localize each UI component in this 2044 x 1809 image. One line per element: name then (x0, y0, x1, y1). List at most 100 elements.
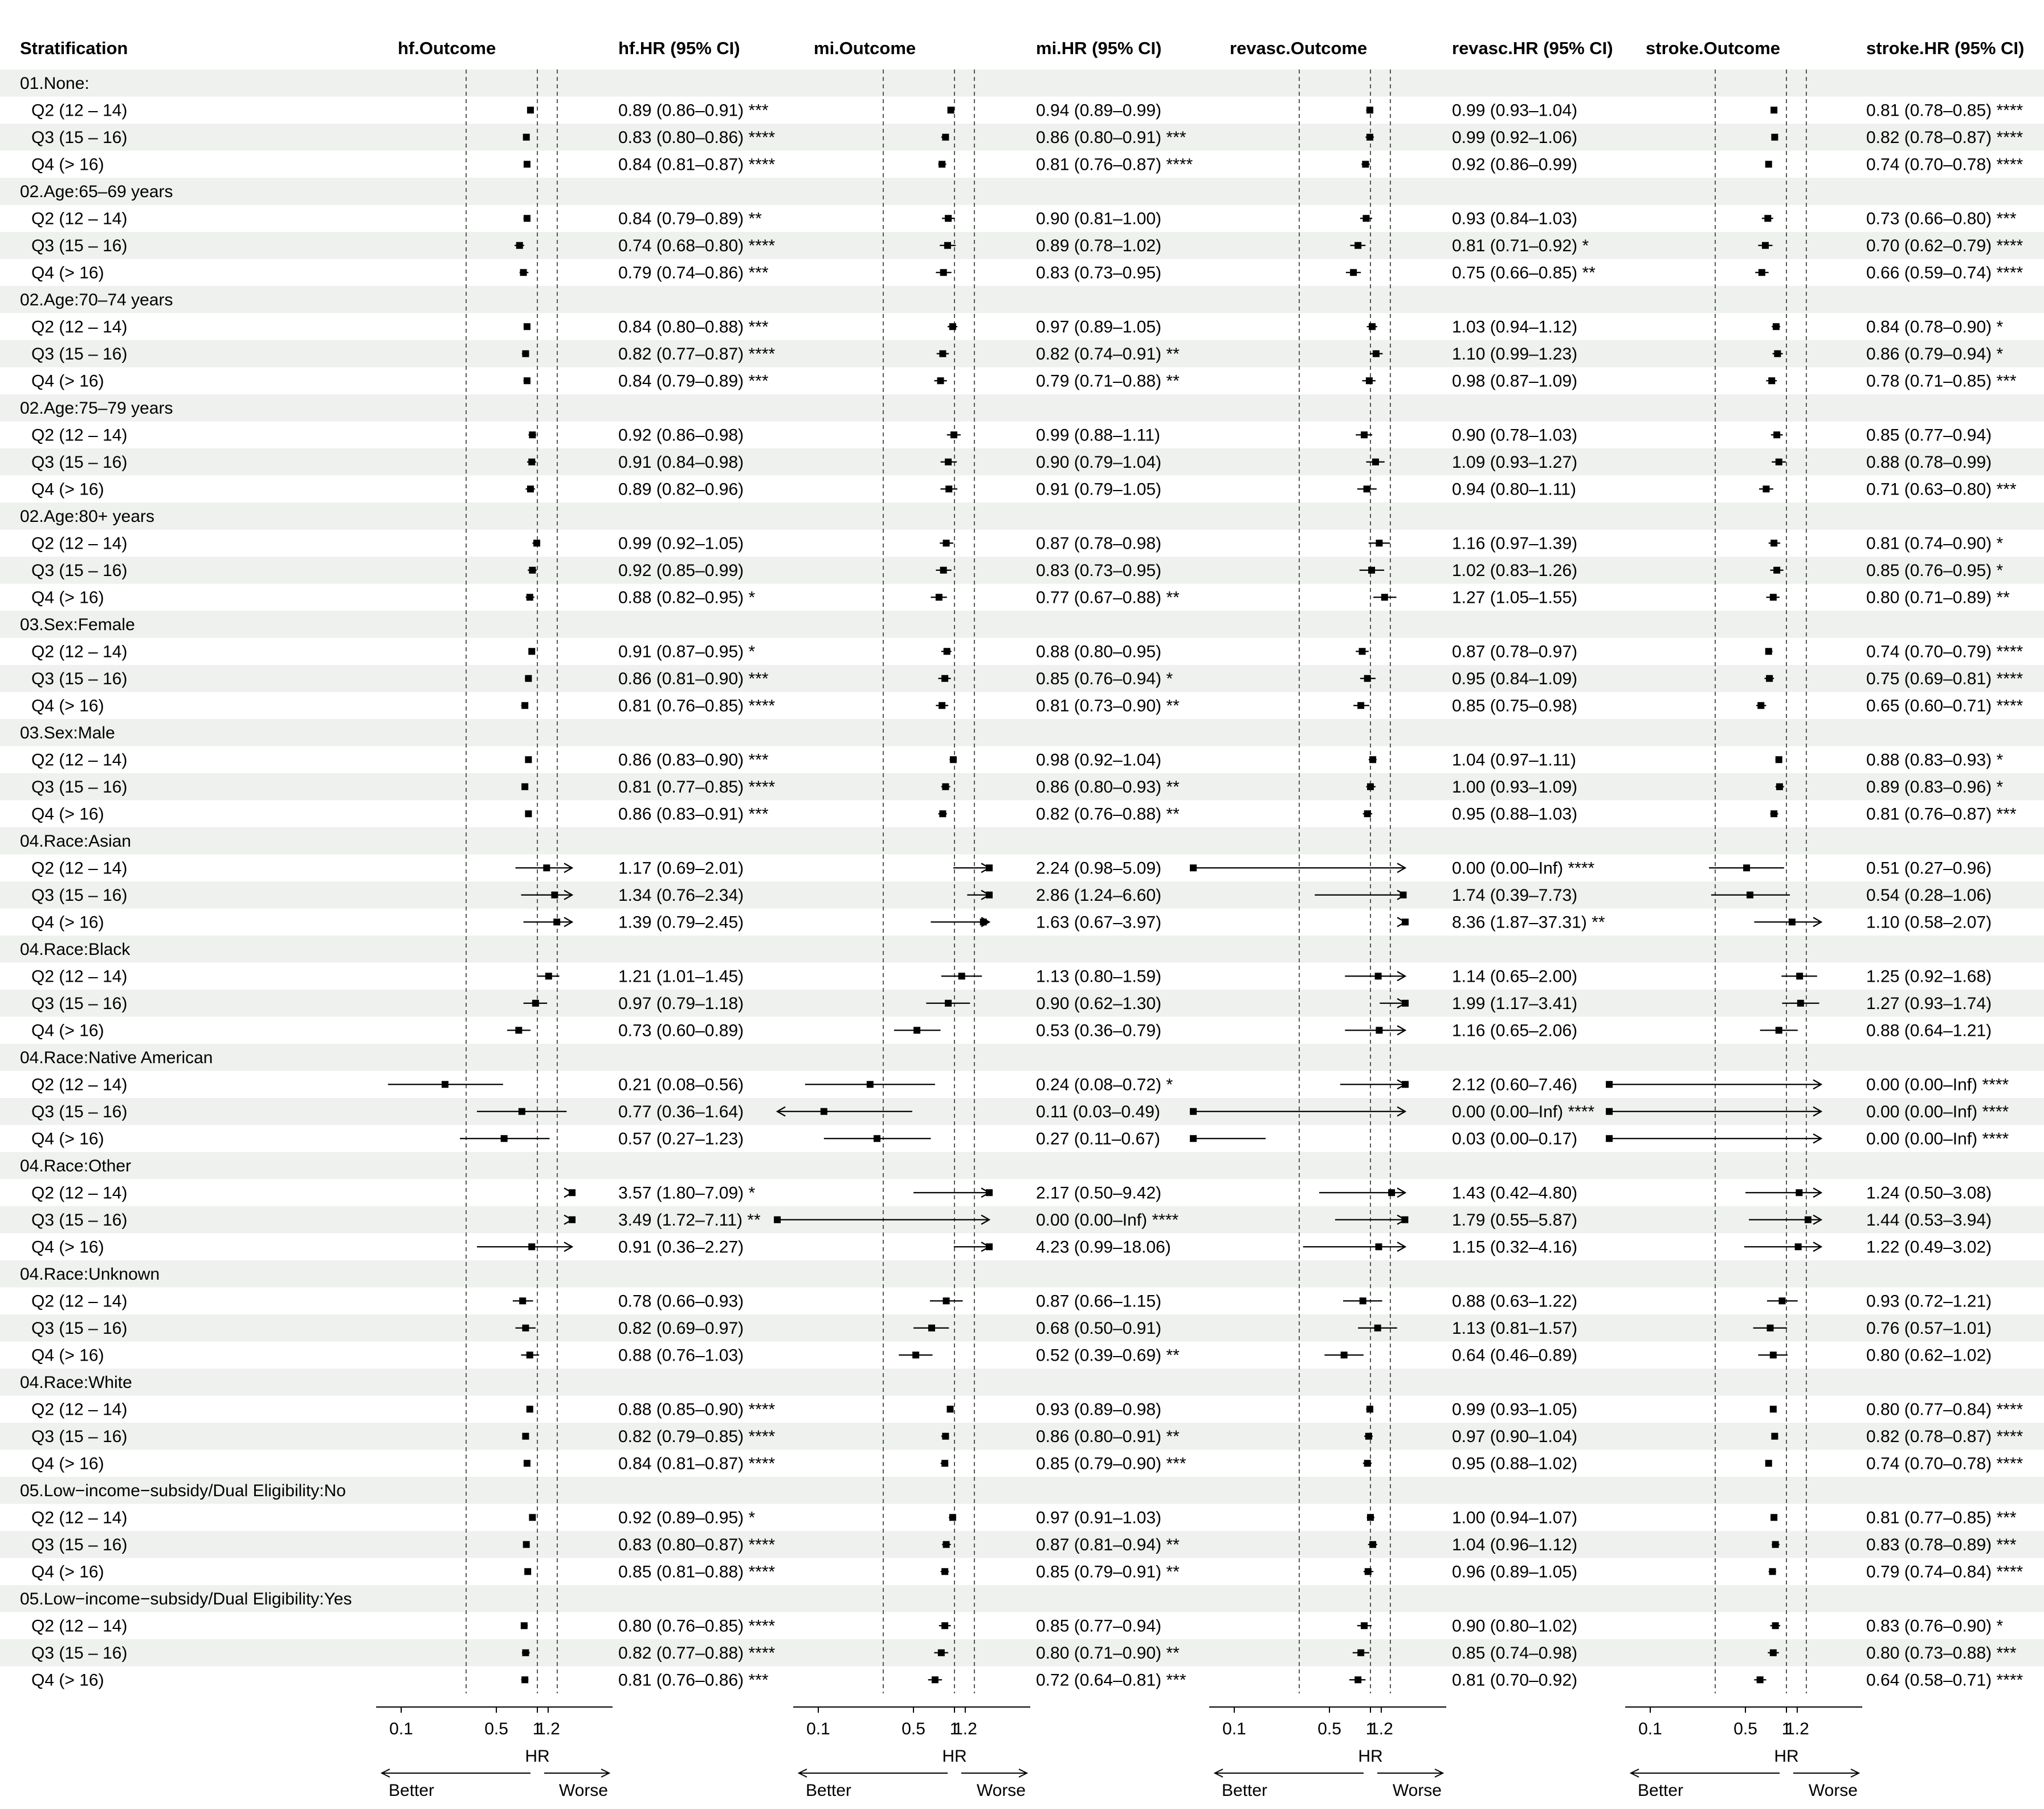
mi-ci-arrow-right (981, 1214, 991, 1225)
mi-hr-value: 0.86 (0.80–0.91) ** (1036, 1427, 1180, 1446)
stroke-point-estimate (1743, 864, 1751, 872)
hf-point-estimate (516, 242, 523, 249)
quartile-label: Q4 (> 16) (31, 588, 104, 607)
mi-hr-value: 0.81 (0.73–0.90) ** (1036, 696, 1180, 715)
hf-point-estimate (529, 566, 536, 574)
hf-hr-value: 0.84 (0.81–0.87) **** (618, 1454, 776, 1473)
group-label: 04.Race:Native American (20, 1048, 213, 1067)
row-stripe (0, 394, 2044, 422)
revasc-point-estimate (1350, 269, 1357, 276)
row-stripe (0, 70, 2044, 97)
hf-hr-value: 0.84 (0.80–0.88) *** (618, 317, 769, 336)
stroke-ci-arrow-right (1813, 1187, 1823, 1198)
stroke-point-estimate (1776, 783, 1783, 790)
revasc-hr-value: 0.95 (0.88–1.02) (1452, 1454, 1577, 1473)
mi-better-label: Better (806, 1781, 851, 1800)
row-stripe (0, 178, 2044, 205)
stroke-point-estimate (1794, 1243, 1802, 1251)
hf-hr-value: 0.91 (0.87–0.95) * (618, 642, 756, 661)
mi-hr-value: 0.53 (0.36–0.79) (1036, 1021, 1161, 1040)
quartile-label: Q2 (12 – 14) (31, 209, 127, 228)
mi-point-estimate (943, 1297, 950, 1305)
mi-point-estimate (943, 540, 950, 547)
revasc-ci-arrow-right (1397, 1025, 1407, 1036)
mi-hr-value: 0.99 (0.88–1.11) (1036, 426, 1160, 444)
quartile-label: Q3 (15 – 16) (31, 128, 127, 147)
revasc-panel: 0.99 (0.93–1.04) 0.99 (0.92–1.06) 0.92 (0.… (1190, 70, 1605, 1800)
stroke-hr-value: 0.83 (0.78–0.89) *** (1866, 1536, 2017, 1554)
revasc-hr-value: 0.85 (0.75–0.98) (1452, 696, 1577, 715)
mi-point-estimate (935, 594, 943, 601)
hf-hr-header: hf.HR (95% CI) (618, 38, 740, 58)
mi-hr-value: 0.87 (0.81–0.94) ** (1036, 1536, 1180, 1554)
stroke-tick-label: 1.2 (1785, 1720, 1809, 1738)
mi-point-estimate (950, 431, 957, 439)
quartile-label: Q4 (> 16) (31, 1562, 104, 1581)
stroke-point-estimate (1775, 756, 1782, 763)
stroke-ci-arrow-right (1813, 1079, 1823, 1090)
revasc-ci-arrow-right (1397, 1106, 1407, 1117)
quartile-label: Q2 (12 – 14) (31, 101, 127, 120)
row-stripe (0, 773, 2044, 801)
mi-better-arrowhead (797, 1769, 807, 1778)
stroke-hr-value: 0.81 (0.76–0.87) *** (1866, 805, 2017, 823)
hf-hr-value: 0.92 (0.89–0.95) * (618, 1508, 756, 1527)
revasc-hr-value: 0.98 (0.87–1.09) (1452, 371, 1577, 390)
quartile-label: Q4 (> 16) (31, 480, 104, 499)
revasc-hr-value: 0.96 (0.89–1.05) (1452, 1562, 1577, 1581)
mi-point-estimate (941, 675, 949, 682)
revasc-hr-value: 1.16 (0.97–1.39) (1452, 534, 1577, 553)
mi-point-estimate (941, 1460, 949, 1467)
hf-point-estimate (569, 1189, 576, 1197)
revasc-ci-arrow-right (1397, 1242, 1407, 1252)
mi-hr-value: 0.87 (0.66–1.15) (1036, 1292, 1161, 1310)
stroke-hr-value: 0.70 (0.62–0.79) **** (1866, 236, 2023, 255)
hf-x-axis-title: HR (525, 1747, 549, 1766)
quartile-label: Q4 (> 16) (31, 696, 104, 715)
revasc-better-arrowhead (1213, 1769, 1223, 1778)
hf-hr-value: 0.88 (0.82–0.95) * (618, 588, 756, 607)
stroke-point-estimate (1765, 1460, 1772, 1467)
stroke-hr-value: 0.51 (0.27–0.96) (1866, 859, 1992, 877)
mi-hr-value: 0.88 (0.80–0.95) (1036, 642, 1161, 661)
group-label: 05.Low−income−subsidy/Dual Eligibility:N… (20, 1481, 346, 1500)
hf-hr-value: 0.82 (0.79–0.85) **** (618, 1427, 776, 1446)
revasc-point-estimate (1364, 675, 1371, 682)
revasc-hr-value: 0.99 (0.93–1.04) (1452, 101, 1577, 120)
mi-point-estimate (945, 485, 953, 493)
hf-tick-label: 0.1 (389, 1720, 413, 1738)
stroke-hr-value: 0.79 (0.74–0.84) **** (1866, 1562, 2023, 1581)
stroke-point-estimate (1770, 107, 1778, 114)
revasc-worse-arrowhead (1434, 1769, 1445, 1778)
stratification-header: Stratification (20, 38, 128, 58)
mi-hr-value: 0.87 (0.78–0.98) (1036, 534, 1161, 553)
quartile-label: Q3 (15 – 16) (31, 453, 127, 472)
mi-point-estimate (774, 1216, 781, 1223)
row-stripe (0, 124, 2044, 151)
hf-point-estimate (569, 1216, 576, 1223)
stroke-hr-value: 0.64 (0.58–0.71) **** (1866, 1671, 2023, 1689)
row-stripe (0, 1369, 2044, 1396)
revasc-ci-arrow-right (1397, 863, 1407, 873)
row-stripe (0, 936, 2044, 963)
hf-better-arrowhead (380, 1769, 390, 1778)
mi-hr-value: 0.97 (0.91–1.03) (1036, 1508, 1161, 1527)
hf-point-estimate (529, 1514, 536, 1521)
mi-point-estimate (986, 864, 993, 872)
stroke-hr-value: 0.75 (0.69–0.81) **** (1866, 669, 2023, 688)
revasc-point-estimate (1402, 918, 1409, 926)
revasc-hr-value: 1.00 (0.94–1.07) (1452, 1508, 1577, 1527)
stroke-point-estimate (1606, 1108, 1613, 1115)
row-stripe (0, 611, 2044, 638)
row-stripe (0, 827, 2044, 855)
stroke-point-estimate (1769, 1649, 1777, 1656)
quartile-label: Q2 (12 – 14) (31, 317, 127, 336)
stroke-hr-value: 0.86 (0.79–0.94) * (1866, 345, 2004, 364)
quartile-label: Q3 (15 – 16) (31, 1319, 127, 1338)
mi-hr-value: 0.90 (0.62–1.30) (1036, 994, 1161, 1013)
stroke-worse-arrowhead (1850, 1769, 1861, 1778)
stroke-point-estimate (1758, 269, 1765, 276)
quartile-label: Q3 (15 – 16) (31, 669, 127, 688)
stroke-hr-value: 0.74 (0.70–0.78) **** (1866, 155, 2023, 174)
